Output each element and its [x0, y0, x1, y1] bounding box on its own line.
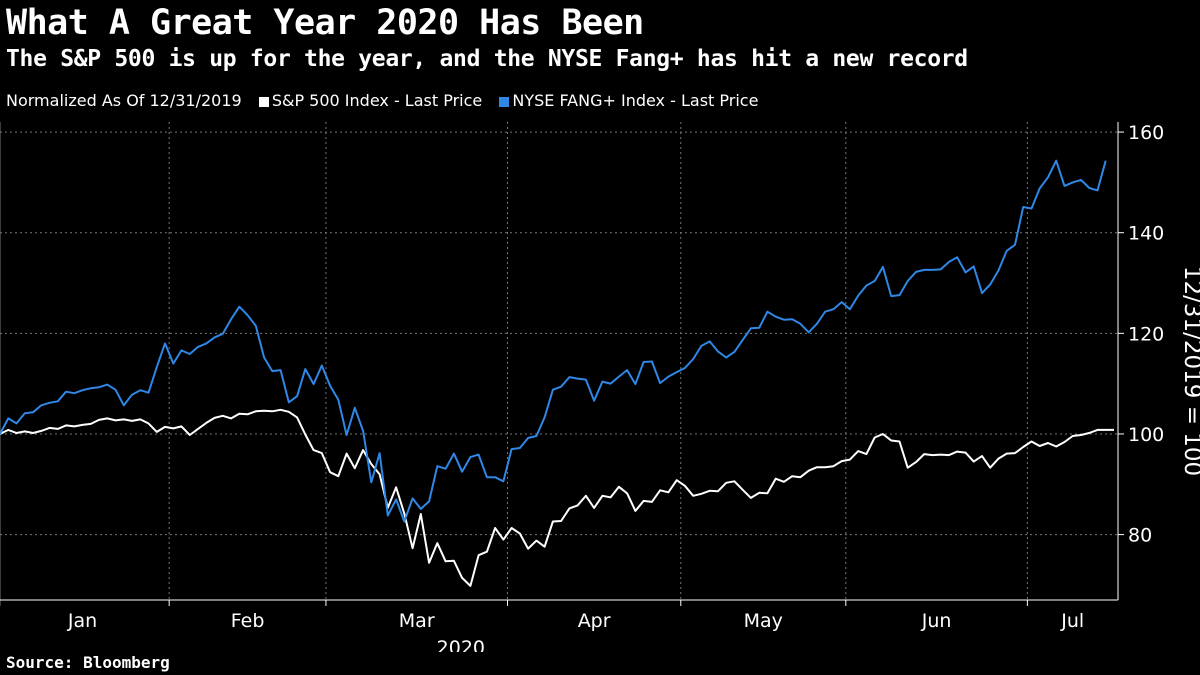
line-chart: Jan Feb Mar Apr May Jun Jul 80 100 120 140 160 202…	[0, 122, 1200, 652]
x-tick-label: Jun	[921, 610, 952, 632]
x-tick-label: May	[744, 610, 783, 632]
legend-note: Normalized As Of 12/31/2019	[6, 91, 242, 110]
legend-label-fang: NYSE FANG+ Index - Last Price	[512, 91, 759, 110]
series-line-sp500	[0, 408, 1114, 587]
axes	[0, 122, 1124, 606]
source-note: Source: Bloomberg	[6, 653, 170, 672]
y-tick-label: 120	[1128, 323, 1164, 345]
x-tick-label: Jul	[1060, 610, 1084, 632]
x-tick-labels: Jan Feb Mar Apr May Jun Jul	[67, 610, 1084, 632]
series-line-fang	[0, 159, 1107, 523]
legend: Normalized As Of 12/31/2019 S&P 500 Inde…	[6, 91, 758, 110]
legend-swatch-fang	[499, 97, 510, 107]
x-year-label: 2020	[437, 637, 485, 652]
y-tick-label: 140	[1128, 223, 1164, 245]
x-tick-label: Feb	[231, 610, 265, 632]
y-axis-title: 12/31/2019 = 100	[1179, 266, 1200, 476]
chart-subtitle: The S&P 500 is up for the year, and the …	[6, 46, 968, 72]
x-tick-label: Apr	[578, 610, 611, 632]
y-tick-label: 80	[1128, 525, 1152, 547]
legend-label-sp500: S&P 500 Index - Last Price	[271, 91, 483, 110]
legend-swatch-sp500	[258, 97, 269, 107]
y-tick-label: 100	[1128, 424, 1164, 446]
y-tick-label: 160	[1128, 122, 1164, 144]
grid-lines	[0, 122, 1118, 606]
x-tick-label: Jan	[67, 610, 97, 632]
x-tick-label: Mar	[399, 610, 435, 632]
chart-title: What A Great Year 2020 Has Been	[6, 3, 644, 43]
series-lines	[0, 159, 1114, 587]
y-tick-labels: 80 100 120 140 160	[1128, 122, 1164, 547]
